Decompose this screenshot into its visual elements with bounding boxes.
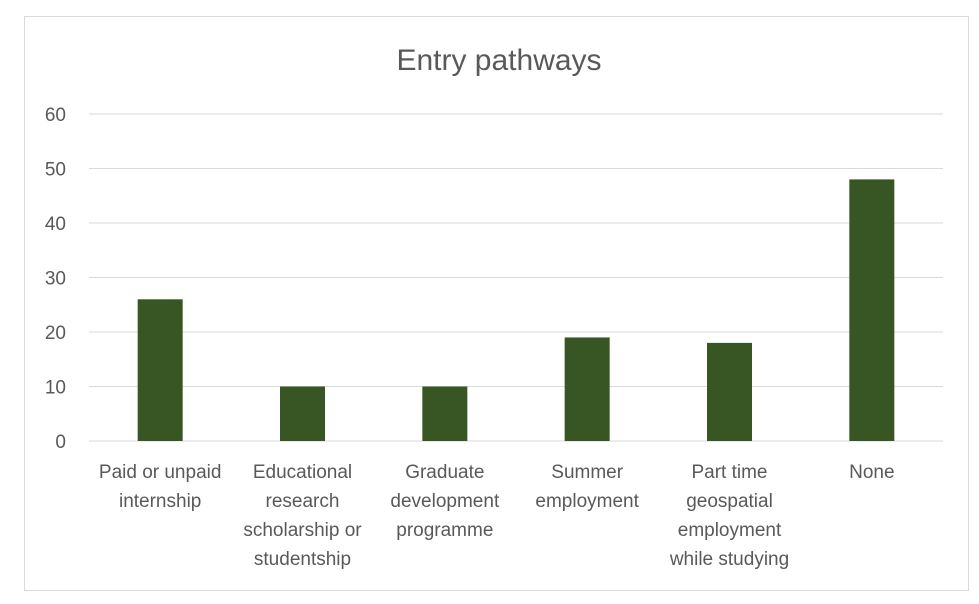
- y-tick-label: 40: [45, 214, 66, 235]
- bar: [564, 337, 610, 441]
- x-category-label: Educational research scholarship or student…: [243, 462, 362, 570]
- bar: [137, 299, 183, 441]
- bars: [137, 179, 895, 441]
- y-tick-label: 50: [45, 160, 66, 181]
- x-category-label: None: [849, 462, 894, 483]
- x-axis-category-labels: Paid or unpaid internship Educational resea…: [99, 462, 895, 570]
- x-category-label: Summer employment: [535, 462, 639, 512]
- x-category-label: Paid or unpaid internship: [99, 462, 222, 512]
- y-axis-tick-labels: 0 10 20 30 40 50 60: [45, 105, 66, 453]
- x-category-label: Part time geospatial employment while study…: [669, 462, 789, 570]
- y-tick-label: 0: [55, 432, 66, 453]
- bar: [849, 179, 895, 441]
- chart-title: Entry pathways: [396, 44, 601, 77]
- y-tick-label: 10: [45, 378, 66, 399]
- y-tick-label: 20: [45, 323, 66, 344]
- gridlines: [89, 113, 943, 442]
- bar: [422, 386, 468, 441]
- y-tick-label: 30: [45, 269, 66, 290]
- bar: [707, 342, 752, 441]
- bar: [280, 386, 325, 441]
- x-category-label: Graduate development programme: [390, 462, 500, 541]
- y-tick-label: 60: [45, 105, 66, 126]
